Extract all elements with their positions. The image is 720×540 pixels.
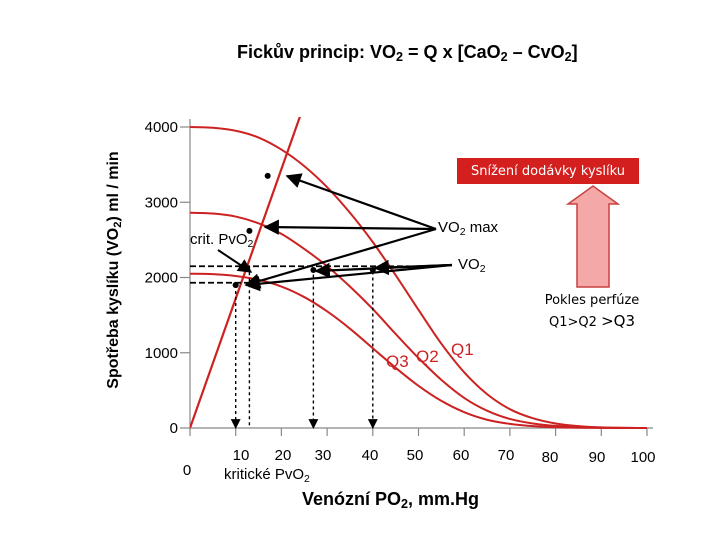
vo2max-arrow-1 (285, 173, 437, 231)
vo2-arrow-2 (314, 262, 453, 279)
vo2max-q1-marker (264, 172, 271, 179)
x-tick-label: 80 (542, 449, 559, 466)
vo2-label: VO2 (458, 256, 486, 275)
y-tick-label: 3000 (145, 194, 178, 211)
x-tick-label: 60 (453, 447, 470, 464)
crit-pvo2-label: crit. PvO2 (190, 231, 254, 250)
x-tick-label: 0 (183, 462, 191, 479)
x-tick-label: 90 (589, 449, 606, 466)
vo2-arrow-3 (244, 263, 453, 292)
y-tick-label: 0 (170, 420, 178, 437)
pokles-text: Pokles perfúze Q1>Q2 >Q3 (530, 291, 654, 333)
x-tick-label: 40 (362, 447, 379, 464)
y-tick-label: 4000 (145, 119, 178, 136)
vo2-q3-marker (232, 282, 239, 289)
crit-arrow (217, 249, 253, 273)
x-tick-label: 20 (275, 447, 292, 464)
x-tick-label: 10 (233, 447, 250, 464)
y-tick-label: 1000 (145, 345, 178, 362)
y-tick-label: 2000 (145, 270, 178, 287)
series-q1-curve (189, 126, 648, 429)
vo2-q1-marker (369, 266, 376, 273)
pokles-up-arrow (565, 185, 621, 288)
chart-title: Fickův princip: VO2 = Q x [CaO2 – CvO2] (237, 42, 578, 65)
snizeni-box: Snížení dodávky kyslíku (457, 158, 639, 184)
kriticke-pvo2-label: kritické PvO2 (224, 466, 310, 485)
vo2max-arrow-3 (244, 227, 437, 289)
q2-label: Q2 (416, 347, 439, 366)
pokles-line2: Q1>Q2 >Q3 (549, 312, 635, 330)
x-tick-label: 70 (498, 447, 515, 464)
vo2-q2-marker (310, 266, 317, 273)
vo2-max-label: VO2 max (438, 219, 499, 238)
q3-label: Q3 (386, 352, 409, 371)
x-tick-label: 50 (407, 447, 424, 464)
series-q3-curve (189, 272, 648, 430)
x-axis-label: Venózní PO2, mm.Hg (302, 489, 480, 512)
vo2max-arrow-2 (263, 219, 437, 235)
q1-label: Q1 (451, 340, 474, 359)
x-tick-label: 100 (630, 449, 655, 466)
pokles-line1: Pokles perfúze (544, 293, 640, 308)
snizeni-text: Snížení dodávky kyslíku (470, 164, 626, 179)
x-tick-label: 30 (315, 447, 332, 464)
vo2max-q2-marker (246, 227, 253, 234)
